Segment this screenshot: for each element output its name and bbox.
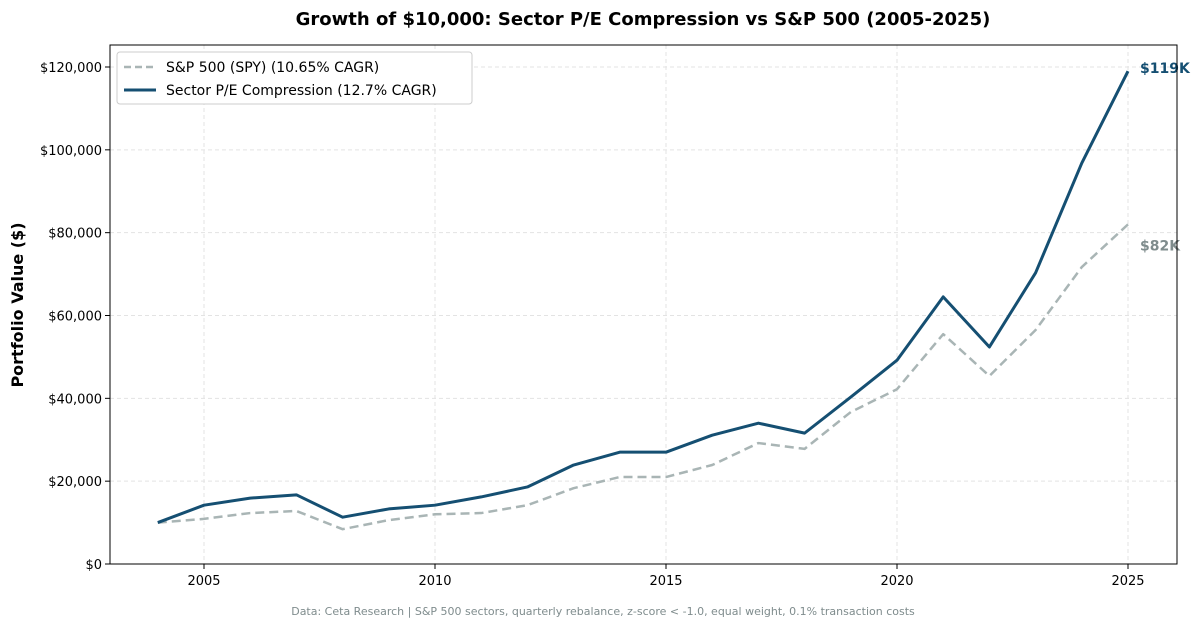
- x-tick-label: 2015: [649, 574, 682, 589]
- legend-label: S&P 500 (SPY) (10.65% CAGR): [166, 60, 379, 76]
- series-line-1: [158, 71, 1128, 522]
- x-tick-label: 2020: [880, 574, 913, 589]
- legend-label: Sector P/E Compression (12.7% CAGR): [166, 83, 437, 99]
- chart-title: Growth of $10,000: Sector P/E Compressio…: [296, 9, 991, 30]
- x-tick-label: 2025: [1111, 574, 1144, 589]
- y-tick-label: $120,000: [40, 61, 102, 76]
- footnote: Data: Ceta Research | S&P 500 sectors, q…: [291, 605, 915, 618]
- y-tick-label: $80,000: [48, 227, 102, 242]
- y-tick-label: $20,000: [48, 475, 102, 490]
- legend: S&P 500 (SPY) (10.65% CAGR) Sector P/E Co…: [117, 52, 472, 104]
- y-axis-label: Portfolio Value ($): [8, 222, 27, 387]
- x-tick-label: 2005: [187, 574, 220, 589]
- y-tick-label: $60,000: [48, 310, 102, 325]
- y-tick-label: $40,000: [48, 392, 102, 407]
- series-line-0: [158, 224, 1128, 529]
- y-tick-label: $0: [85, 558, 102, 573]
- x-tick-label: 2010: [418, 574, 451, 589]
- end-label: $119K: [1140, 61, 1191, 77]
- end-label: $82K: [1140, 238, 1181, 254]
- y-tick-label: $100,000: [40, 144, 102, 159]
